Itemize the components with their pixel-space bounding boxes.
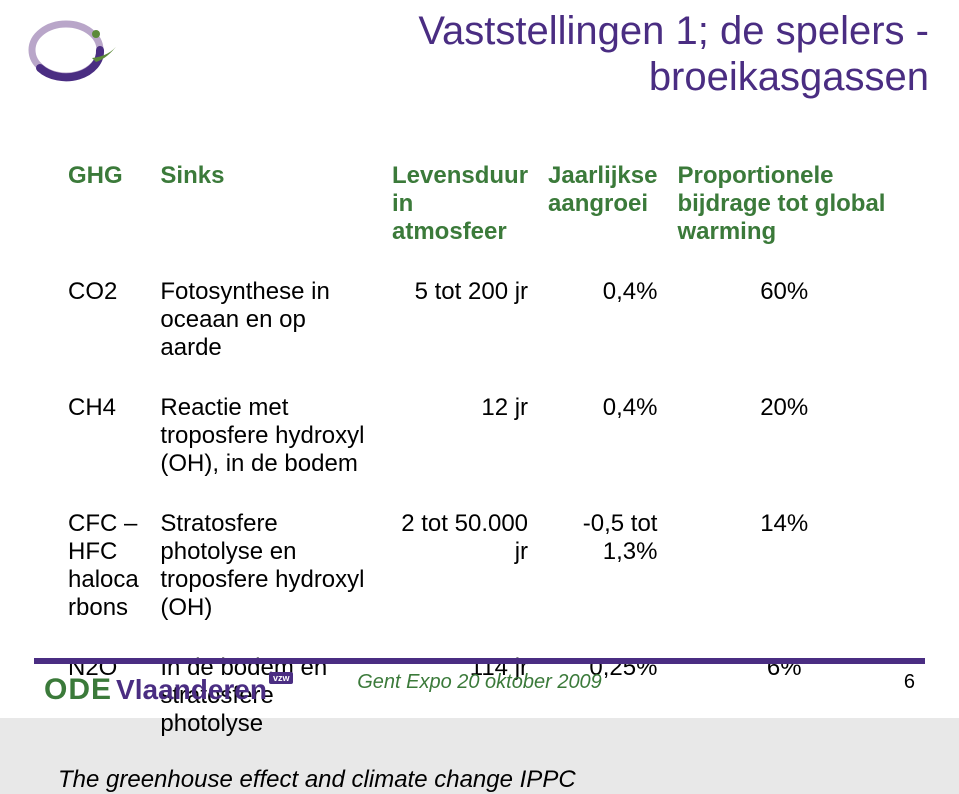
cell-sinks: Reactie met troposfere hydroxyl (OH), in… (150, 386, 382, 502)
cell-ghg: CO2 (58, 270, 150, 386)
col-header-sinks: Sinks (150, 154, 382, 270)
cell-life: 2 tot 50.000 jr (382, 502, 538, 646)
cell-life: 5 tot 200 jr (382, 270, 538, 386)
slide-title: Vaststellingen 1; de spelers - broeikasg… (170, 8, 929, 100)
cell-annual: 0,4% (538, 270, 667, 386)
col-header-prop: Proportionele bijdrage tot global warmin… (667, 154, 901, 270)
table-row: CFC – HFC haloca rbons Stratosfere photo… (58, 502, 901, 646)
footer-divider (34, 658, 925, 664)
cell-prop: 14% (667, 502, 901, 646)
col-header-life: Levensduur in atmosfeer (382, 154, 538, 270)
footer-event-text: Gent Expo 20 oktober 2009 (0, 671, 959, 694)
cell-prop: 60% (667, 270, 901, 386)
cell-life: 12 jr (382, 386, 538, 502)
table-row: CO2 Fotosynthese in oceaan en op aarde 5… (58, 270, 901, 386)
brand-logo-icon (22, 10, 122, 88)
cell-ghg: CH4 (58, 386, 150, 502)
cell-annual: -0,5 tot 1,3% (538, 502, 667, 646)
cell-sinks: Stratosfere photolyse en troposfere hydr… (150, 502, 382, 646)
table-caption: The greenhouse effect and climate change… (58, 766, 901, 794)
cell-prop: 20% (667, 386, 901, 502)
cell-sinks: Fotosynthese in oceaan en op aarde (150, 270, 382, 386)
table-header-row: GHG Sinks Levensduur in atmosfeer Jaarli… (58, 154, 901, 270)
table-row: CH4 Reactie met troposfere hydroxyl (OH)… (58, 386, 901, 502)
col-header-annual: Jaarlijkse aangroei (538, 154, 667, 270)
slide: Vaststellingen 1; de spelers - broeikasg… (0, 0, 959, 718)
cell-ghg: CFC – HFC haloca rbons (58, 502, 150, 646)
cell-annual: 0,4% (538, 386, 667, 502)
col-header-ghg: GHG (58, 154, 150, 270)
page-number: 6 (904, 671, 915, 694)
